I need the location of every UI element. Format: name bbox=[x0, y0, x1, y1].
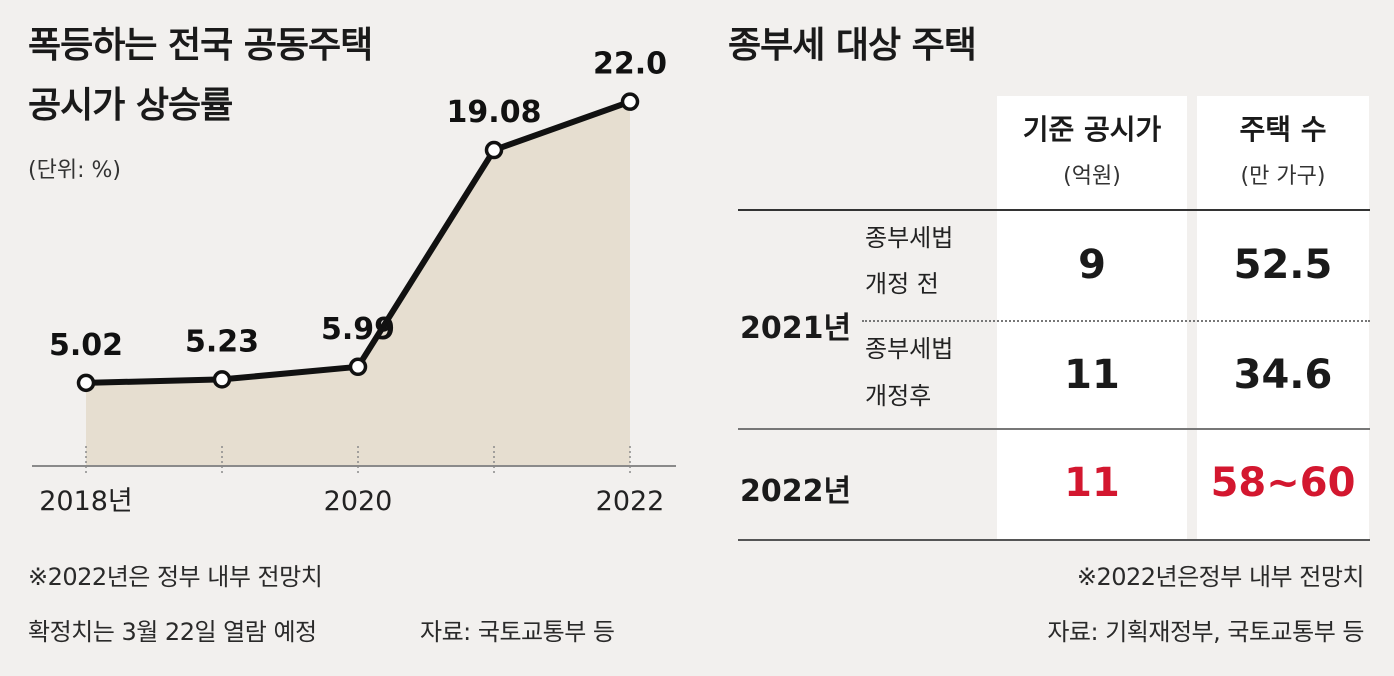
row3-count: 58~60 bbox=[1210, 460, 1356, 506]
table-bottom-line bbox=[738, 539, 1370, 541]
x-tick-label: 2020 bbox=[324, 486, 393, 517]
row1-price: 9 bbox=[1078, 242, 1106, 288]
data-label: 22.0 bbox=[593, 47, 667, 82]
row1-label-line1: 종부세법 bbox=[865, 224, 954, 252]
header-price-unit: (억원) bbox=[1063, 164, 1121, 189]
chart-title-line1: 폭등하는 전국 공동주택 bbox=[28, 25, 373, 66]
year-divider bbox=[738, 428, 1370, 430]
table-header-divider bbox=[738, 209, 1370, 211]
row3-price: 11 bbox=[1064, 460, 1120, 506]
data-point bbox=[484, 140, 504, 160]
row2-label-line2: 개정후 bbox=[865, 382, 932, 410]
right-source: 자료: 기획재정부, 국토교통부 등 bbox=[1047, 618, 1364, 646]
data-label: 5.23 bbox=[185, 324, 259, 359]
table-col-price-bg bbox=[997, 96, 1187, 540]
header-price: 기준 공시가 bbox=[1022, 113, 1162, 146]
chart-unit: (단위: %) bbox=[28, 158, 121, 183]
table-title: 종부세 대상 주택 bbox=[728, 25, 977, 66]
line-area-chart: 5.02 5.23 5.99 19.08 22.0 2018년 2020 2022 bbox=[32, 47, 676, 517]
row2-label-line1: 종부세법 bbox=[865, 335, 954, 363]
area-fill bbox=[86, 101, 630, 467]
data-point bbox=[212, 370, 232, 389]
row2-price: 11 bbox=[1064, 352, 1120, 398]
data-point bbox=[348, 357, 368, 377]
row1-count: 52.5 bbox=[1233, 242, 1333, 288]
data-label: 19.08 bbox=[447, 95, 542, 130]
data-point bbox=[620, 92, 640, 111]
table-col-count-bg bbox=[1197, 96, 1369, 540]
year-label-2022: 2022년 bbox=[740, 474, 852, 509]
data-label: 5.99 bbox=[321, 312, 395, 347]
header-count-unit: (만 가구) bbox=[1240, 164, 1326, 189]
left-note-confirm: 확정치는 3월 22일 열람 예정 bbox=[28, 618, 317, 646]
right-note-forecast: ※2022년은정부 내부 전망치 bbox=[1076, 563, 1365, 591]
left-source: 자료: 국토교통부 등 bbox=[420, 618, 615, 646]
x-tick-label: 2022 bbox=[596, 486, 665, 517]
x-tick-label: 2018년 bbox=[39, 486, 133, 517]
row1-label-line2: 개정 전 bbox=[865, 270, 939, 298]
row2-count: 34.6 bbox=[1233, 352, 1333, 398]
year-label-2021: 2021년 bbox=[740, 311, 852, 346]
header-count: 주택 수 bbox=[1239, 113, 1327, 146]
left-note-forecast: ※2022년은 정부 내부 전망치 bbox=[28, 563, 323, 591]
row-dotted-divider bbox=[862, 320, 1370, 322]
data-label: 5.02 bbox=[49, 328, 123, 363]
data-point bbox=[76, 373, 96, 393]
chart-title-line2: 공시가 상승률 bbox=[28, 85, 233, 126]
